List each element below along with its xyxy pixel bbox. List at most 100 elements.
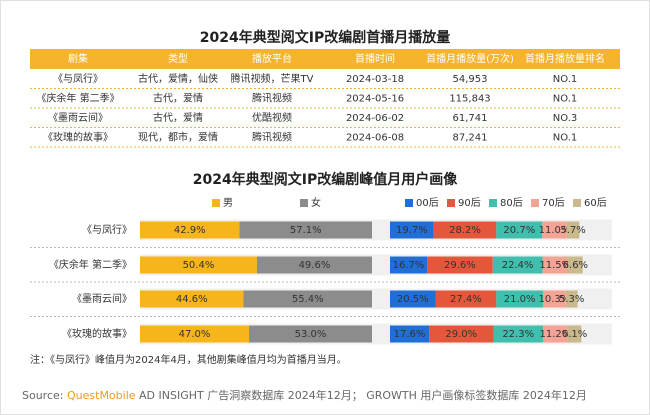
- table-cell: NO.3: [553, 113, 578, 124]
- bar-segment: [249, 325, 372, 343]
- legend-swatch: [489, 199, 497, 207]
- table-cell: NO.1: [553, 93, 578, 104]
- bar-segment: [433, 221, 497, 239]
- column-header: 播放平台: [252, 52, 292, 65]
- bar-segment: [427, 256, 493, 274]
- table-cell: 古代，爱情，仙侠: [138, 72, 218, 85]
- bar-segment: [243, 290, 372, 308]
- legend-label: 女: [311, 196, 321, 209]
- bar-segment: [390, 325, 430, 343]
- bar-segment: [565, 290, 578, 308]
- table-cell: 优酷视频: [252, 111, 292, 124]
- value-label: 22.3%: [502, 329, 534, 340]
- legend-swatch: [531, 199, 539, 207]
- bar-segment: [542, 221, 567, 239]
- table-cell: NO.1: [553, 132, 578, 143]
- value-label: 47.0%: [179, 329, 211, 340]
- value-label: 11.0%: [539, 225, 571, 236]
- table-cell: 《与凤行》: [53, 72, 103, 85]
- value-label: 6.6%: [563, 260, 588, 271]
- bar-segment: [429, 325, 494, 343]
- table-header: [30, 49, 620, 69]
- bar-segment: [542, 290, 566, 308]
- table-title: 2024年典型阅文IP改编剧首播月播放量: [200, 29, 450, 46]
- column-header: 剧集: [68, 52, 88, 65]
- bar-segment: [239, 221, 372, 239]
- legend-label: 70后: [542, 197, 565, 209]
- source: Source: QuestMobile AD INSIGHT 广告洞察数据库 2…: [22, 388, 587, 402]
- value-label: 11.5%: [539, 260, 571, 271]
- table-cell: 现代，都市，爱情: [138, 130, 218, 143]
- table-cell: 2024-06-08: [346, 132, 404, 143]
- table-cell: 61,741: [453, 113, 488, 124]
- legend-swatch: [300, 199, 308, 207]
- value-label: 16.7%: [393, 260, 425, 271]
- source-brand: QuestMobile: [67, 389, 136, 402]
- table-cell: NO.1: [553, 74, 578, 85]
- note: 注：《与凤行》峰值月为2024年4月，其他剧集峰值月均为首播月当月。: [30, 353, 347, 366]
- legend-label: 00后: [416, 197, 439, 209]
- value-label: 53.0%: [295, 329, 327, 340]
- value-label: 20.7%: [503, 225, 535, 236]
- value-label: 29.6%: [444, 260, 476, 271]
- chart-title: 2024年典型阅文IP改编剧峰值月用户画像: [193, 171, 458, 188]
- table-cell: 54,953: [453, 74, 488, 85]
- value-label: 57.1%: [290, 225, 322, 236]
- bar-segment: [140, 290, 244, 308]
- legend-label: 80后: [500, 197, 523, 209]
- legend-swatch: [405, 199, 413, 207]
- value-label: 5.7%: [560, 225, 585, 236]
- value-label: 50.4%: [183, 260, 215, 271]
- value-label: 20.5%: [397, 294, 429, 305]
- column-header: 首播月播放量(万次): [426, 52, 514, 65]
- table-cell: 腾讯视频: [252, 91, 292, 104]
- bar-segment: [496, 290, 543, 308]
- bar-segment: [390, 290, 436, 308]
- value-label: 6.1%: [562, 329, 587, 340]
- category-label: 《与凤行》: [82, 223, 132, 236]
- legend-label: 男: [223, 197, 233, 209]
- value-label: 5.3%: [559, 294, 584, 305]
- table-cell: 87,241: [453, 132, 488, 143]
- value-label: 49.6%: [299, 260, 331, 271]
- value-label: 19.7%: [396, 225, 428, 236]
- column-header: 类型: [168, 52, 188, 65]
- category-label: 《墨雨云间》: [72, 292, 132, 305]
- legend-swatch: [447, 199, 455, 207]
- legend-swatch: [212, 199, 220, 207]
- bar-segment: [493, 325, 543, 343]
- value-label: 11.2%: [539, 329, 571, 340]
- bar-segment: [496, 221, 543, 239]
- value-label: 10.3%: [539, 294, 571, 305]
- legend-swatch: [573, 199, 581, 207]
- value-label: 21.0%: [504, 294, 536, 305]
- bar-segment: [542, 256, 569, 274]
- table-cell: 115,843: [449, 93, 490, 104]
- bar-segment: [567, 325, 582, 343]
- value-label: 29.0%: [445, 329, 477, 340]
- bar-segment: [140, 325, 250, 343]
- value-label: 17.6%: [394, 329, 426, 340]
- legend-label: 60后: [584, 197, 607, 209]
- bar-segment: [568, 256, 583, 274]
- table-cell: 《庆余年 第二季》: [36, 91, 119, 104]
- bar-segment: [140, 256, 257, 274]
- value-label: 42.9%: [174, 225, 206, 236]
- source-text: AD INSIGHT 广告洞察数据库 2024年12月； GROWTH 用户画像…: [139, 388, 587, 402]
- bar-segment: [566, 221, 580, 239]
- bar-segment: [390, 256, 428, 274]
- bar-segment: [492, 256, 543, 274]
- table-cell: 腾讯视频，芒果TV: [231, 72, 314, 85]
- value-label: 28.2%: [449, 225, 481, 236]
- bar-segment: [542, 325, 568, 343]
- table-cell: 腾讯视频: [252, 130, 292, 143]
- table-cell: 古代，爱情: [153, 91, 203, 104]
- category-label: 《玫瑰的故事》: [62, 327, 132, 340]
- source-label: Source:: [22, 389, 64, 402]
- bar-segment: [140, 221, 240, 239]
- column-header: 首播月播放量排名: [525, 52, 605, 65]
- table-cell: 2024-03-18: [346, 74, 404, 85]
- table-cell: 《墨雨云间》: [48, 111, 108, 124]
